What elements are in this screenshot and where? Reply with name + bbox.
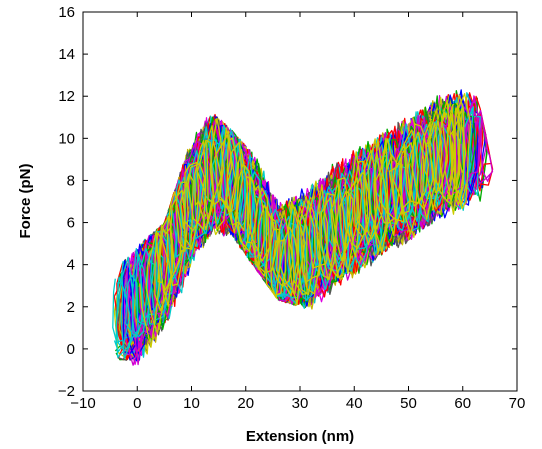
x-tick-label: 10: [183, 395, 200, 412]
x-tick-label: 0: [133, 395, 141, 412]
x-tick-label: 20: [237, 395, 254, 412]
y-tick-label: 14: [58, 46, 75, 63]
x-ticks-group: −10 0 10 20 30 40 50 60 70: [70, 12, 525, 412]
x-tick-label: 60: [454, 395, 471, 412]
y-tick-label: 6: [67, 215, 75, 232]
y-ticks-group: −2 0 2 4 6 8 10 12 14 16: [58, 4, 517, 400]
x-tick-label: 50: [400, 395, 417, 412]
x-tick-label: −10: [70, 395, 95, 412]
x-axis-label: Extension (nm): [246, 428, 354, 445]
y-tick-label: 8: [67, 172, 75, 189]
y-tick-label: 0: [67, 341, 75, 358]
y-axis-label: Force (pN): [17, 163, 34, 238]
x-tick-label: 30: [292, 395, 309, 412]
y-tick-label: 10: [58, 130, 75, 147]
y-tick-label: 12: [58, 88, 75, 105]
trace-line: [139, 93, 472, 348]
y-tick-label: 4: [67, 257, 75, 274]
traces-group: [112, 89, 494, 366]
x-tick-label: 40: [346, 395, 363, 412]
x-tick-label: 70: [509, 395, 526, 412]
y-tick-label: −2: [58, 383, 75, 400]
y-tick-label: 16: [58, 4, 75, 21]
y-tick-label: 2: [67, 299, 75, 316]
